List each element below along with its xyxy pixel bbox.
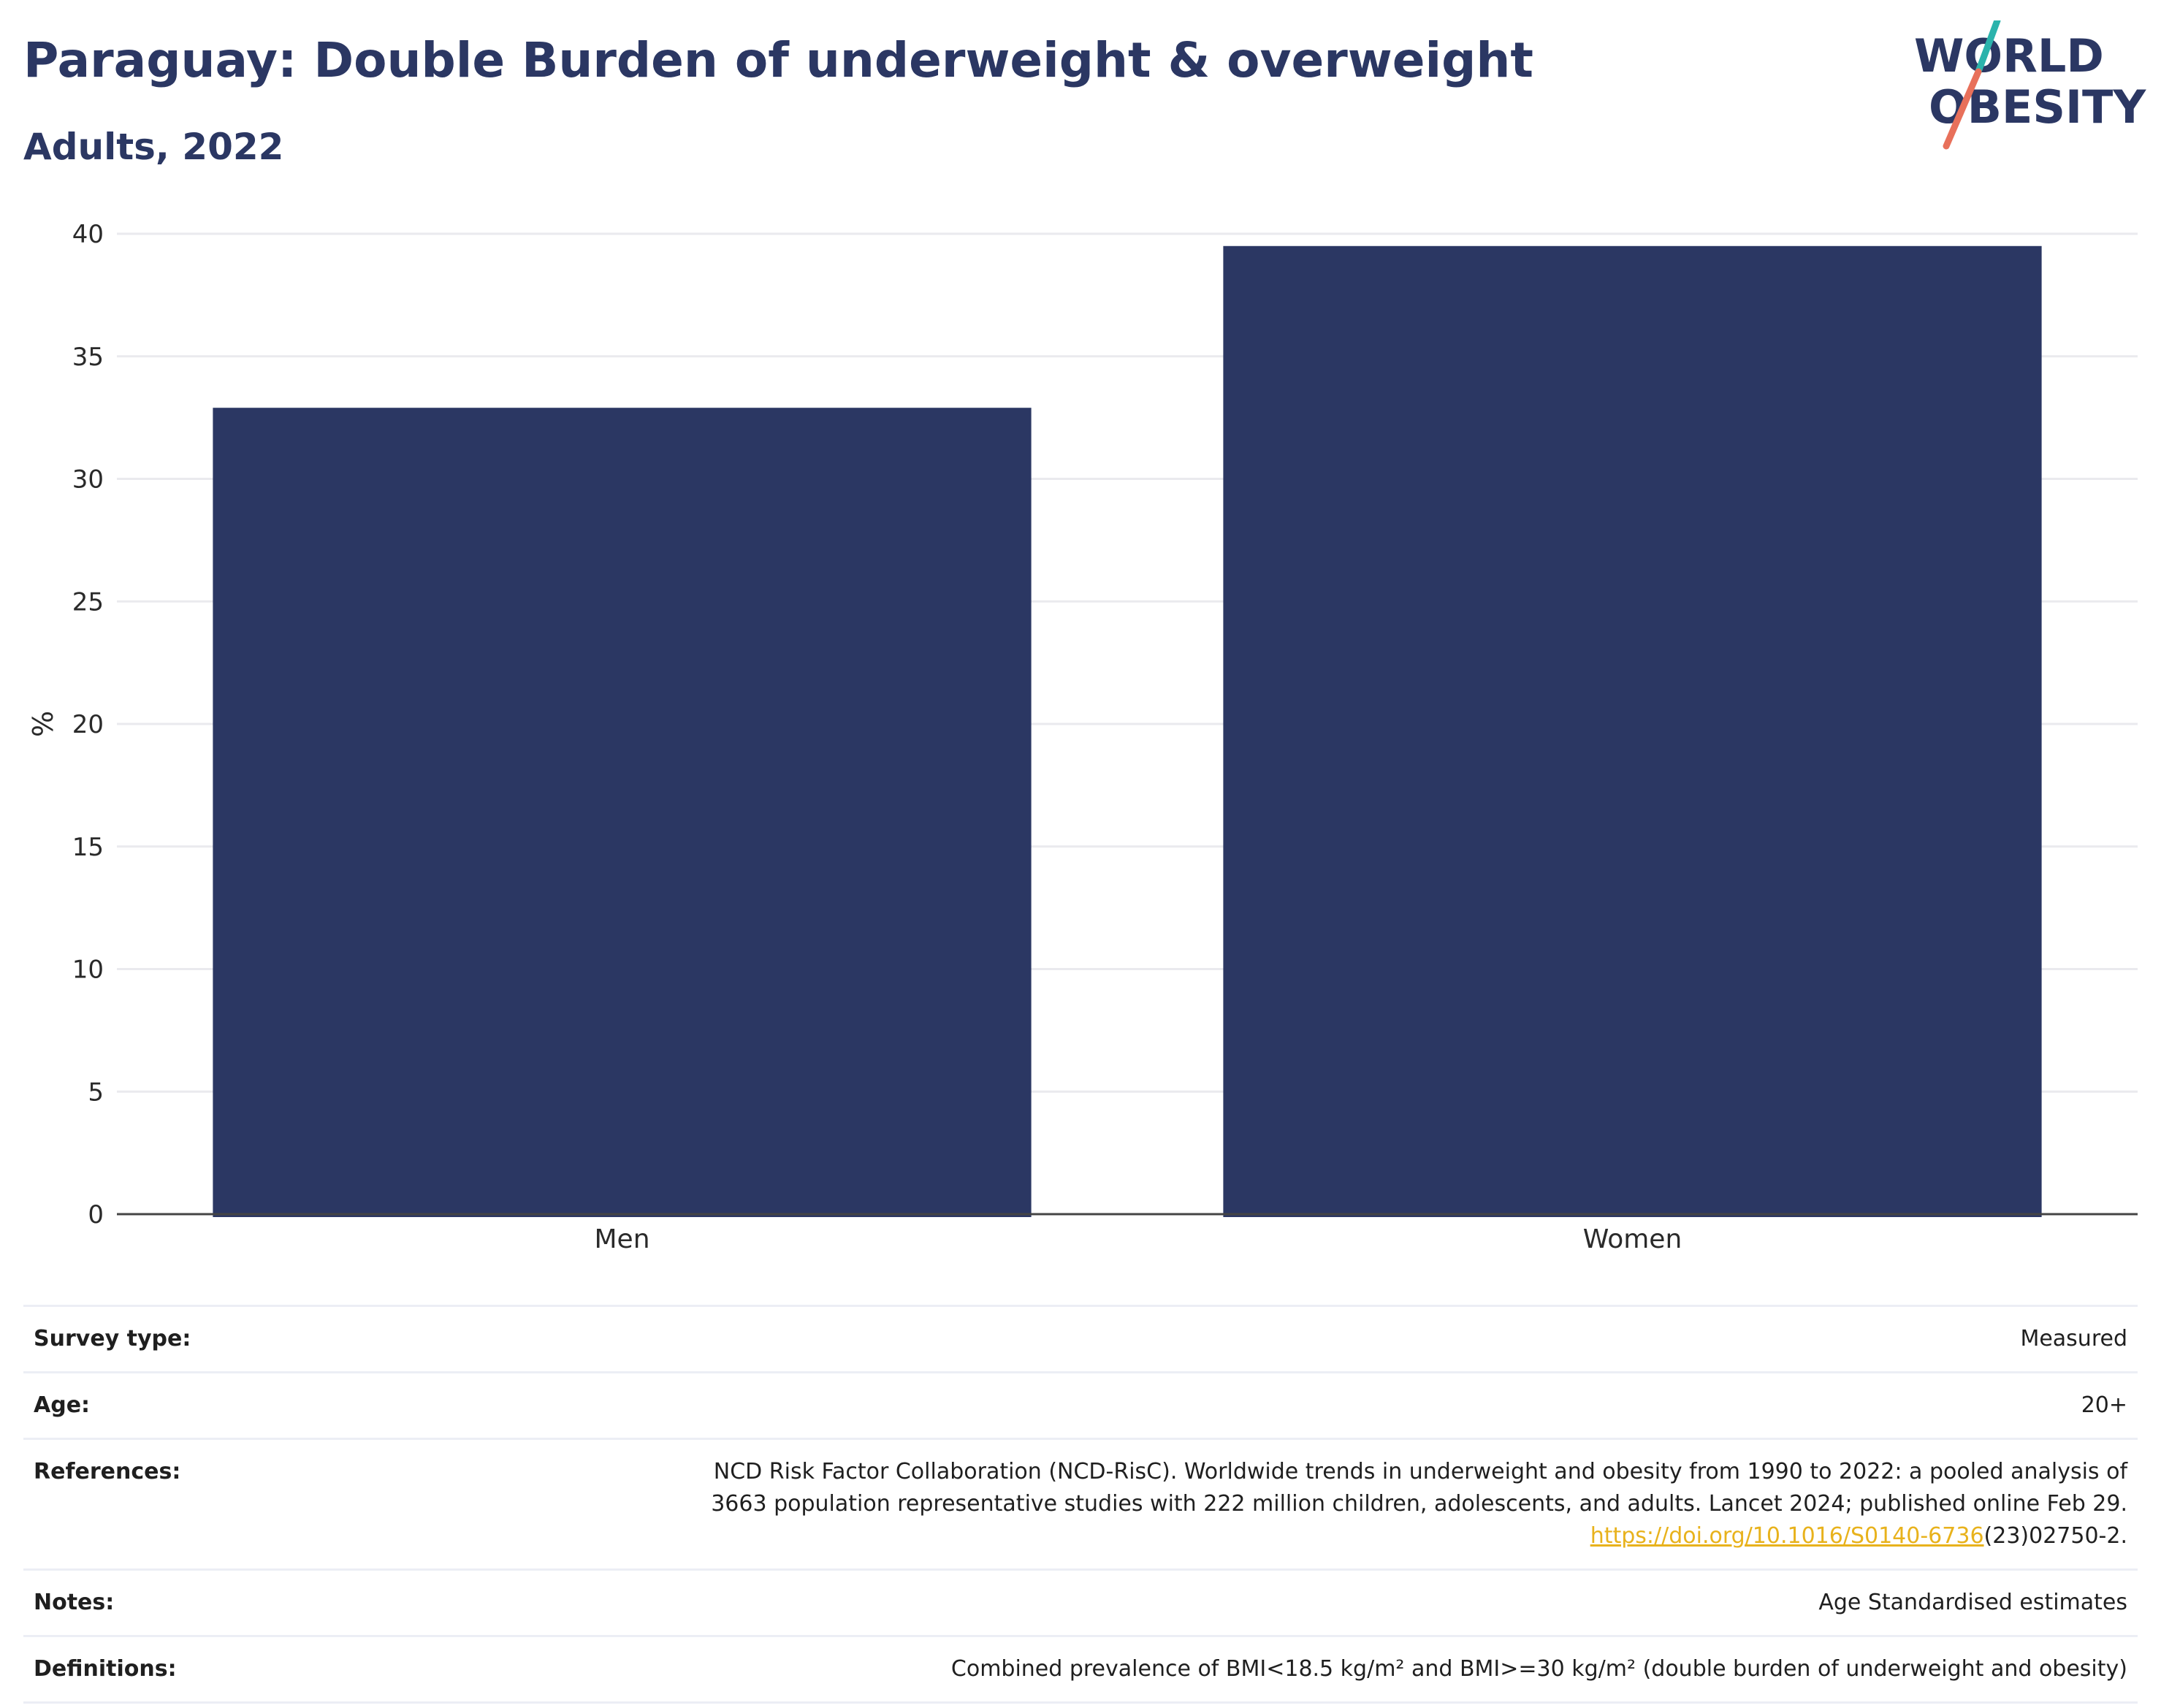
references-line3: https://doi.org/10.1016/S0140-6736(23)02… [419, 1520, 2127, 1552]
y-tick-label: 30 [72, 465, 104, 495]
y-axis-label: % [27, 711, 59, 737]
age-label: Age: [34, 1392, 91, 1418]
bar [213, 408, 1032, 1217]
y-tick-label: 20 [72, 710, 104, 739]
definitions-label: Definitions: [34, 1656, 177, 1682]
info-row-age: Age: 20+ [23, 1372, 2138, 1439]
y-tick-label: 15 [72, 833, 104, 862]
y-tick-label: 25 [72, 587, 104, 617]
chart-subtitle: Adults, 2022 [23, 126, 284, 168]
y-tick-label: 0 [88, 1200, 104, 1229]
logo-slash-top [1975, 20, 2001, 75]
info-row-notes: Notes: Age Standardised estimates [23, 1569, 2138, 1636]
y-tick-label: 35 [72, 343, 104, 372]
info-table: Survey type: Measured Age: 20+ Reference… [23, 1305, 2138, 1704]
y-tick-label: 40 [72, 220, 104, 249]
logo-slash-bottom [1943, 68, 1982, 150]
age-value: 20+ [2081, 1392, 2127, 1418]
notes-label: Notes: [34, 1590, 115, 1615]
definitions-value: Combined prevalence of BMI<18.5 kg/m² an… [950, 1656, 2127, 1682]
references-doi-link[interactable]: https://doi.org/10.1016/S0140-6736 [1590, 1523, 1984, 1549]
info-row-survey-type: Survey type: Measured [23, 1305, 2138, 1373]
references-link-suffix: (23)02750-2. [1983, 1523, 2127, 1549]
survey-type-label: Survey type: [34, 1326, 191, 1351]
x-tick-label: Women [1583, 1224, 1682, 1254]
info-row-definitions: Definitions: Combined prevalence of BMI<… [23, 1636, 2138, 1703]
bar [1223, 245, 2042, 1217]
x-tick-label: Men [594, 1224, 649, 1254]
chart-title: Paraguay: Double Burden of underweight &… [23, 32, 1533, 88]
references-value: NCD Risk Factor Collaboration (NCD-RisC)… [409, 1439, 2138, 1570]
y-tick-label: 5 [88, 1078, 104, 1107]
world-obesity-logo: WORLD OBESITY [1914, 20, 2146, 150]
references-label: References: [34, 1459, 181, 1484]
y-tick-label: 10 [72, 956, 104, 985]
references-line2: 3663 population representative studies w… [711, 1491, 2127, 1517]
references-line1: NCD Risk Factor Collaboration (NCD-RisC)… [713, 1459, 2127, 1484]
survey-type-value: Measured [2020, 1326, 2127, 1351]
info-row-references: References: NCD Risk Factor Collaboratio… [23, 1438, 2138, 1570]
notes-value: Age Standardised estimates [1818, 1590, 2127, 1615]
logo-line1: WORLD [1914, 29, 2104, 83]
bar-chart: 0 5 10 15 20 25 30 35 40 Men Women% [27, 220, 2138, 1254]
